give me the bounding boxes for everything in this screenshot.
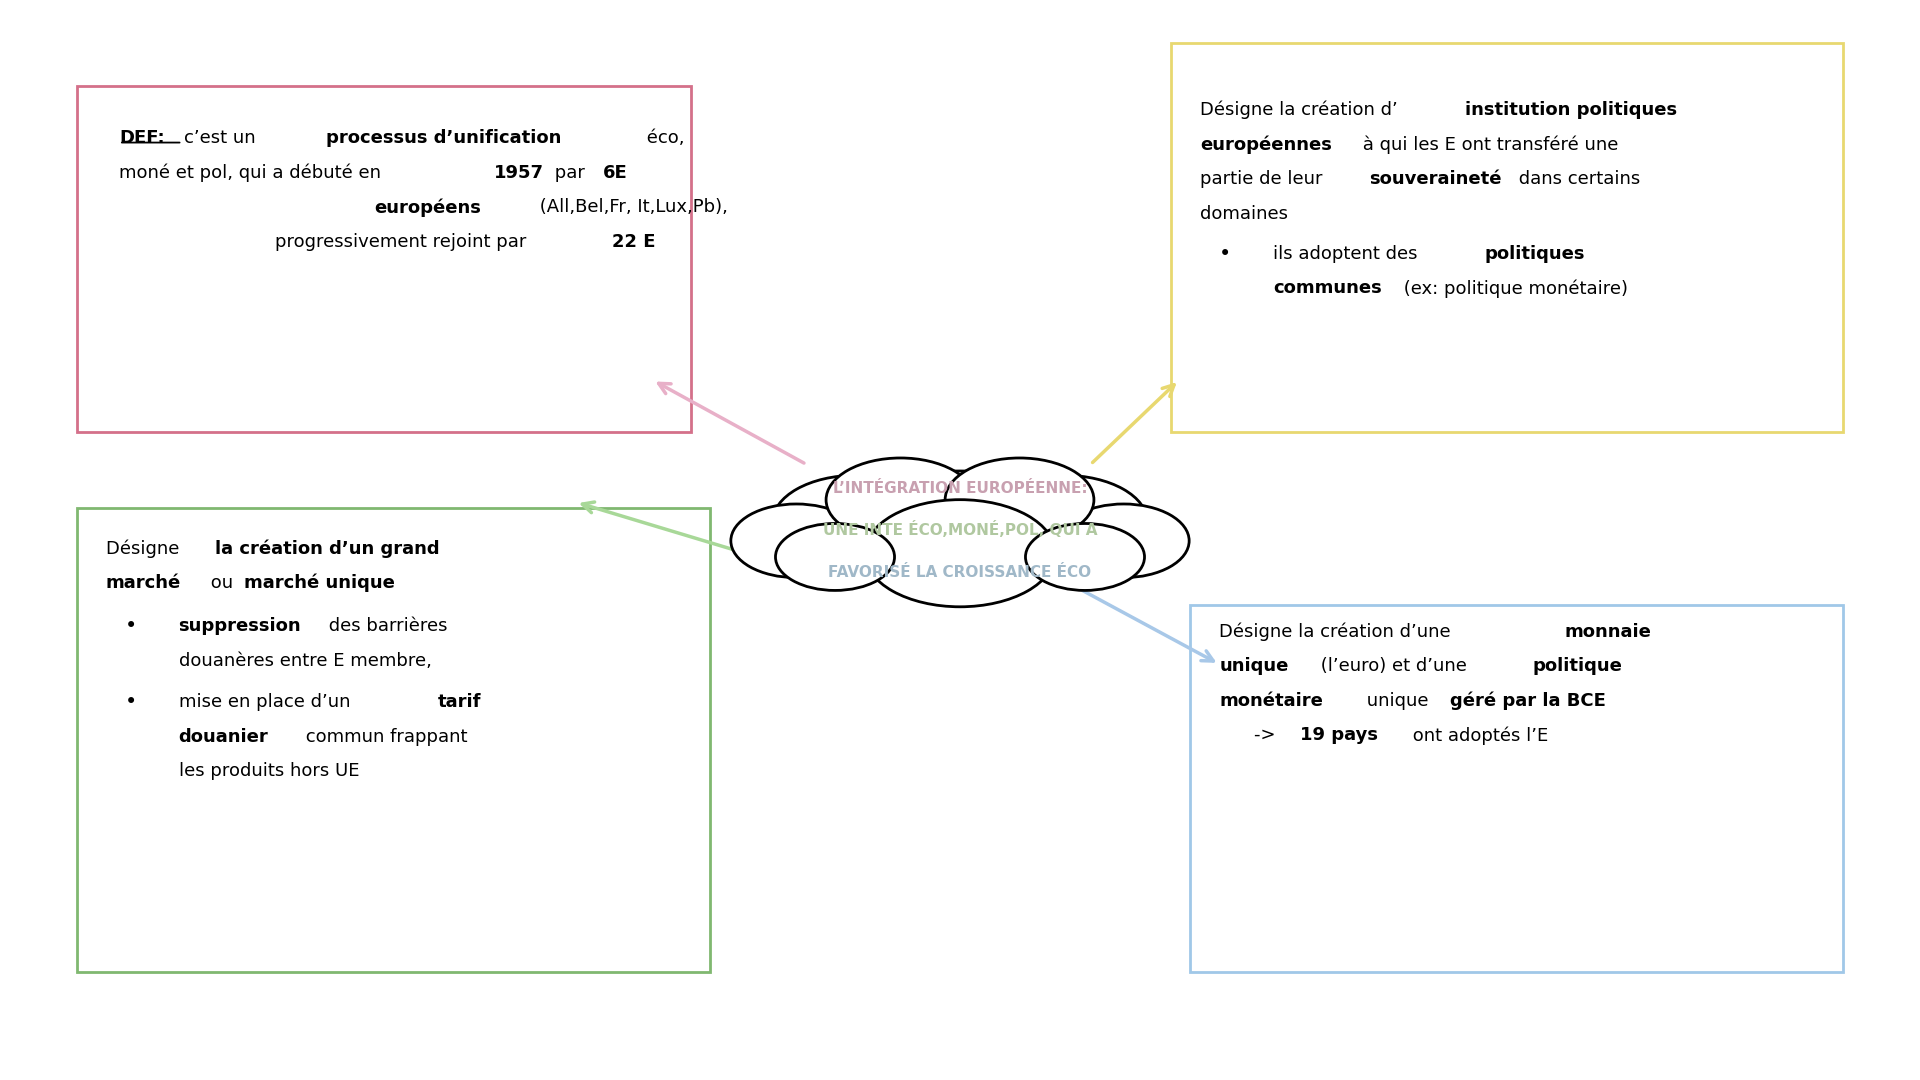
FancyBboxPatch shape — [1190, 605, 1843, 972]
Text: 19 pays: 19 pays — [1300, 727, 1379, 744]
Text: UNE INTE ÉCO,MONÉ,POL, QUI A: UNE INTE ÉCO,MONÉ,POL, QUI A — [824, 521, 1096, 538]
Text: partie de leur: partie de leur — [1200, 171, 1329, 188]
Text: mise en place d’un: mise en place d’un — [179, 693, 355, 711]
Text: ont adoptés l’E: ont adoptés l’E — [1407, 726, 1549, 745]
Text: des barrières: des barrières — [323, 618, 447, 635]
Circle shape — [864, 500, 1056, 607]
Text: unique: unique — [1361, 692, 1434, 710]
Text: européennes: européennes — [1200, 135, 1332, 154]
Circle shape — [1058, 504, 1188, 578]
Text: (All,Bel,Fr, It,Lux,Pb),: (All,Bel,Fr, It,Lux,Pb), — [534, 199, 728, 216]
Text: processus d’unification: processus d’unification — [326, 130, 563, 147]
Text: institution politiques: institution politiques — [1465, 102, 1676, 119]
Text: marché unique: marché unique — [244, 573, 396, 593]
Text: par: par — [549, 164, 591, 181]
Text: ils adoptent des: ils adoptent des — [1273, 245, 1423, 262]
Text: souveraineté: souveraineté — [1369, 171, 1501, 188]
Text: •: • — [1219, 244, 1231, 264]
Text: ->: -> — [1254, 727, 1281, 744]
Text: domaines: domaines — [1200, 205, 1288, 222]
FancyBboxPatch shape — [77, 508, 710, 972]
Text: c’est un: c’est un — [184, 130, 261, 147]
Text: monétaire: monétaire — [1219, 692, 1323, 710]
Text: suppression: suppression — [179, 618, 301, 635]
Text: tarif: tarif — [438, 693, 482, 711]
Circle shape — [776, 524, 895, 591]
Circle shape — [772, 475, 939, 569]
Text: douanères entre E membre,: douanères entre E membre, — [179, 652, 432, 670]
Text: dans certains: dans certains — [1513, 171, 1640, 188]
Circle shape — [847, 471, 1073, 598]
Text: les produits hors UE: les produits hors UE — [179, 762, 359, 780]
FancyBboxPatch shape — [77, 86, 691, 432]
Text: 22 E: 22 E — [612, 233, 657, 251]
Text: 6E: 6E — [603, 164, 628, 181]
Text: Désigne la création d’une: Désigne la création d’une — [1219, 622, 1457, 642]
Text: •: • — [125, 617, 136, 636]
Text: commun frappant: commun frappant — [300, 728, 467, 745]
Text: L’INTÉGRATION EUROPÉENNE:: L’INTÉGRATION EUROPÉENNE: — [833, 481, 1087, 496]
Text: géré par la BCE: géré par la BCE — [1450, 691, 1605, 711]
Text: politiques: politiques — [1484, 245, 1584, 262]
Text: DEF:: DEF: — [119, 130, 165, 147]
Text: Désigne: Désigne — [106, 539, 184, 558]
Text: douanier: douanier — [179, 728, 269, 745]
Text: éco,: éco, — [641, 130, 685, 147]
Circle shape — [732, 504, 862, 578]
Text: moné et pol, qui a débuté en: moné et pol, qui a débuté en — [119, 163, 386, 183]
Circle shape — [1025, 524, 1144, 591]
Text: communes: communes — [1273, 280, 1382, 297]
Text: Désigne la création d’: Désigne la création d’ — [1200, 100, 1398, 120]
Circle shape — [945, 458, 1094, 542]
Circle shape — [981, 475, 1148, 569]
Text: monnaie: monnaie — [1565, 623, 1651, 640]
Text: européens: européens — [374, 198, 482, 217]
Text: politique: politique — [1532, 658, 1622, 675]
Text: progressivement rejoint par: progressivement rejoint par — [275, 233, 532, 251]
Circle shape — [826, 458, 975, 542]
Text: •: • — [125, 692, 136, 712]
Text: marché: marché — [106, 575, 180, 592]
Text: 1957: 1957 — [493, 164, 543, 181]
Text: (ex: politique monétaire): (ex: politique monétaire) — [1398, 279, 1628, 298]
Text: FAVORISÉ LA CROISSANCE ÉCO: FAVORISÉ LA CROISSANCE ÉCO — [828, 565, 1092, 580]
Text: à qui les E ont transféré une: à qui les E ont transféré une — [1357, 135, 1619, 154]
Text: (l’euro) et d’une: (l’euro) et d’une — [1315, 658, 1473, 675]
Text: la création d’un grand: la création d’un grand — [215, 539, 440, 558]
Text: unique: unique — [1219, 658, 1288, 675]
FancyBboxPatch shape — [1171, 43, 1843, 432]
Text: ou: ou — [205, 575, 240, 592]
